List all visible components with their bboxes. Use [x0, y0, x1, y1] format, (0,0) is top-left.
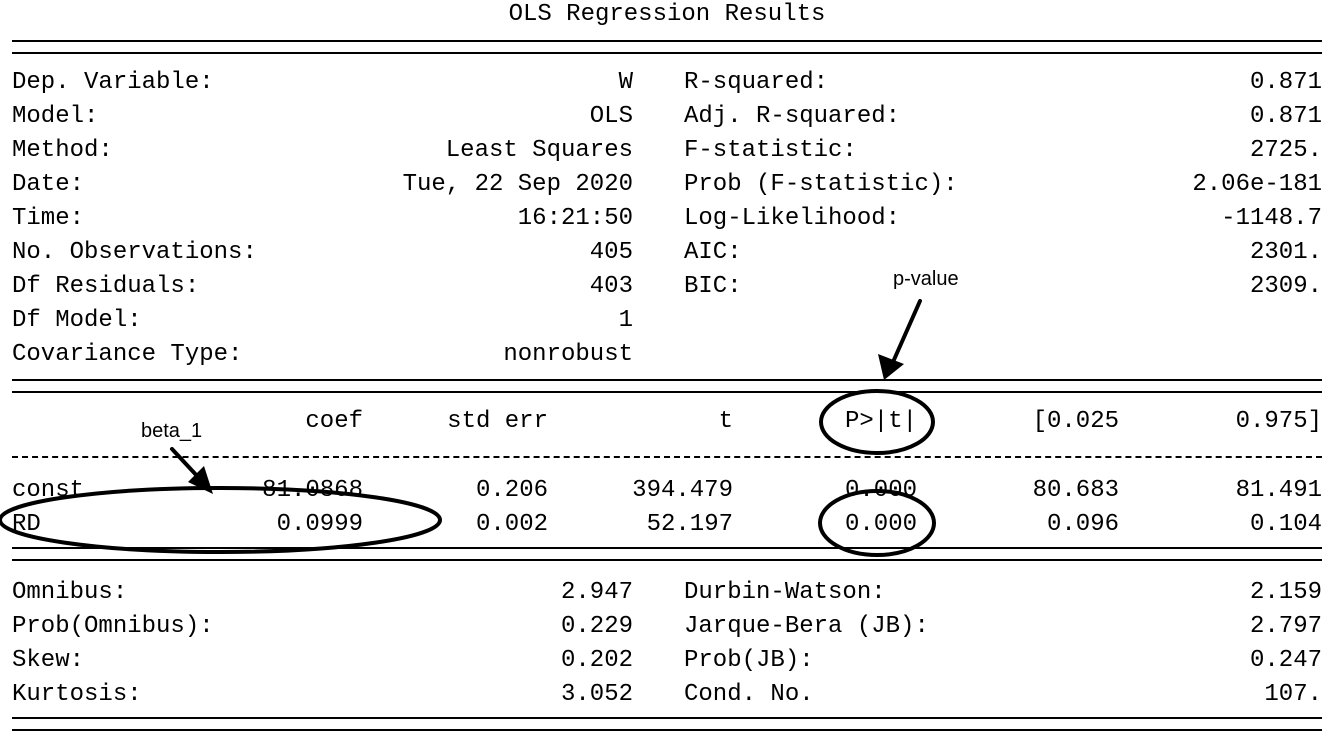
coef-header-cell: t — [718, 408, 733, 435]
diag-right-label: Cond. No. — [684, 681, 814, 708]
row-cell: 0.104 — [1249, 511, 1322, 538]
coef-header-cell: P>|t| — [844, 408, 917, 435]
row-cell: 0.096 — [1046, 511, 1119, 538]
summary-right-label: AIC: — [684, 239, 742, 266]
summary-left-label: Dep. Variable: — [12, 69, 214, 96]
summary-left-value: OLS — [589, 103, 633, 130]
page-title: OLS Regression Results — [508, 1, 826, 28]
diag-right-label: Prob(JB): — [684, 647, 814, 674]
diag-right-value: 0.247 — [1249, 647, 1322, 674]
row-cell: 80.683 — [1032, 477, 1119, 504]
beta-arrow-shaft — [170, 447, 201, 480]
diag-left-value: 3.052 — [560, 681, 633, 708]
summary-right-value: -1148.7 — [1221, 205, 1322, 232]
summary-left-label: Df Residuals: — [12, 273, 200, 300]
summary-right-label: Adj. R-squared: — [684, 103, 901, 130]
summary-right-value: 0.871 — [1249, 69, 1322, 96]
summary-right-label: Prob (F-statistic): — [684, 171, 958, 198]
summary-left-value: 1 — [618, 307, 633, 334]
summary-left-label: Df Model: — [12, 307, 142, 334]
row-cell: 0.0999 — [276, 511, 363, 538]
rule-coef-header — [12, 456, 1322, 458]
summary-left-label: No. Observations: — [12, 239, 257, 266]
coef-header-cell: coef — [305, 408, 363, 435]
rule-summary-bottom — [12, 379, 1322, 393]
summary-right-value: 2.06e-181 — [1192, 171, 1322, 198]
header-pvalue-circle — [819, 389, 935, 455]
row-cell: 394.479 — [632, 477, 733, 504]
coef-header-cell: [0.025 — [1032, 408, 1119, 435]
row-cell: 0.206 — [475, 477, 548, 504]
summary-left-value: Least Squares — [445, 137, 633, 164]
summary-right-value: 2309. — [1249, 273, 1322, 300]
rule-coef-bottom — [12, 547, 1322, 561]
rd-coef-ellipse — [0, 486, 442, 554]
pvalue-annotation-label: p-value — [893, 268, 959, 290]
summary-right-value: 2725. — [1249, 137, 1322, 164]
summary-right-label: Log-Likelihood: — [684, 205, 901, 232]
summary-left-value: 403 — [589, 273, 633, 300]
diag-right-value: 107. — [1264, 681, 1322, 708]
summary-left-label: Date: — [12, 171, 85, 198]
rule-top — [12, 40, 1322, 54]
coef-header-cell: 0.975] — [1235, 408, 1322, 435]
coef-header-cell: std err — [447, 408, 548, 435]
diag-left-value: 2.947 — [560, 579, 633, 606]
summary-right-label: F-statistic: — [684, 137, 857, 164]
summary-right-value: 2301. — [1249, 239, 1322, 266]
diag-left-value: 0.229 — [560, 613, 633, 640]
pvalue-arrow-head — [878, 354, 904, 380]
summary-left-value: Tue, 22 Sep 2020 — [402, 171, 633, 198]
diag-left-label: Kurtosis: — [12, 681, 142, 708]
summary-left-label: Time: — [12, 205, 85, 232]
row-cell: 52.197 — [646, 511, 733, 538]
summary-left-value: W — [618, 69, 633, 96]
pvalue-arrow-shaft — [891, 299, 922, 364]
summary-left-label: Method: — [12, 137, 113, 164]
summary-right-label: R-squared: — [684, 69, 829, 96]
diag-left-label: Prob(Omnibus): — [12, 613, 214, 640]
row-cell: 0.002 — [475, 511, 548, 538]
summary-right-label: BIC: — [684, 273, 742, 300]
summary-left-value: 16:21:50 — [517, 205, 633, 232]
summary-left-value: 405 — [589, 239, 633, 266]
rd-pvalue-circle — [818, 489, 936, 557]
summary-left-label: Covariance Type: — [12, 341, 243, 368]
summary-right-value: 0.871 — [1249, 103, 1322, 130]
diag-left-label: Skew: — [12, 647, 85, 674]
diag-right-value: 2.797 — [1249, 613, 1322, 640]
diag-left-label: Omnibus: — [12, 579, 128, 606]
diag-right-label: Jarque-Bera (JB): — [684, 613, 929, 640]
beta-annotation-label: beta_1 — [141, 420, 203, 442]
summary-left-label: Model: — [12, 103, 99, 130]
diag-left-value: 0.202 — [560, 647, 633, 674]
diag-right-value: 2.159 — [1249, 579, 1322, 606]
row-cell: 81.491 — [1235, 477, 1322, 504]
row-cell: 0.000 — [844, 511, 917, 538]
summary-left-value: nonrobust — [503, 341, 633, 368]
rule-bottom — [12, 717, 1322, 731]
diag-right-label: Durbin-Watson: — [684, 579, 886, 606]
